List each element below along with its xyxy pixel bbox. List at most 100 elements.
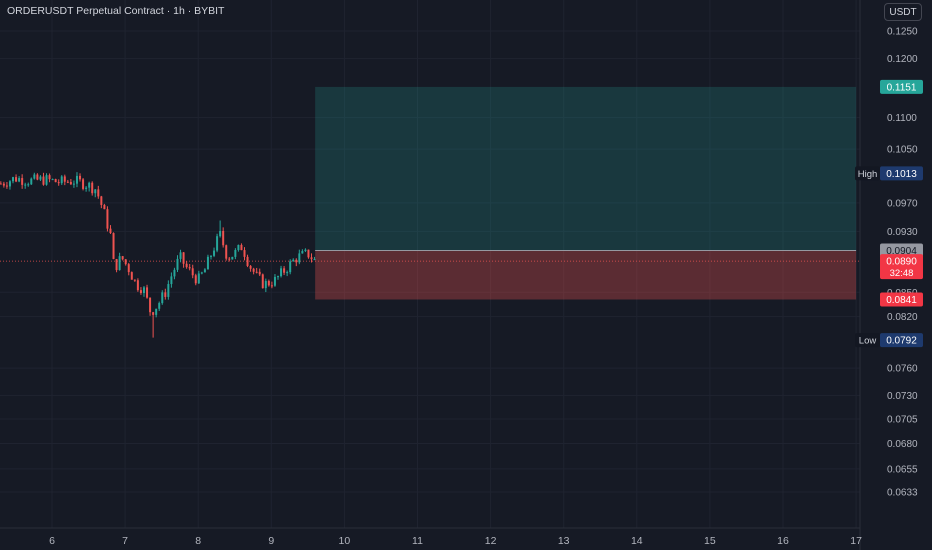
candle bbox=[173, 267, 176, 280]
y-tick-label: 0.0970 bbox=[887, 198, 918, 209]
candle-body bbox=[103, 204, 106, 210]
low-marker: Low 0.0792 bbox=[855, 333, 923, 348]
candle bbox=[12, 176, 15, 184]
candle bbox=[176, 255, 179, 273]
candle-body bbox=[219, 230, 222, 237]
candle bbox=[106, 206, 109, 232]
candle-body bbox=[133, 279, 136, 281]
loss-zone[interactable] bbox=[315, 250, 857, 300]
candle-body bbox=[100, 196, 103, 205]
high-marker-tag-bg bbox=[855, 166, 880, 181]
candle bbox=[179, 249, 182, 263]
candle-body bbox=[155, 308, 158, 315]
candle-body bbox=[88, 182, 91, 188]
candle-body bbox=[203, 269, 206, 273]
candle-body bbox=[24, 184, 27, 186]
candle-body bbox=[39, 176, 42, 180]
candle bbox=[292, 258, 295, 262]
candle bbox=[115, 258, 118, 273]
candle-body bbox=[127, 264, 130, 273]
candle-body bbox=[289, 261, 292, 273]
candle bbox=[225, 244, 228, 261]
candle bbox=[72, 180, 75, 188]
candle bbox=[240, 243, 243, 251]
candle bbox=[280, 265, 283, 278]
low-marker-value: 0.0792 bbox=[886, 336, 917, 347]
candle bbox=[30, 177, 33, 185]
candle bbox=[270, 281, 273, 289]
stop-price-label-text: 0.0841 bbox=[886, 295, 917, 306]
long-position-tool[interactable] bbox=[315, 86, 857, 300]
profit-zone[interactable] bbox=[315, 86, 857, 251]
y-tick-label: 0.0930 bbox=[887, 227, 918, 238]
candle bbox=[213, 247, 216, 258]
candle-body bbox=[8, 181, 11, 187]
candle bbox=[258, 268, 261, 277]
x-tick-label: 13 bbox=[558, 535, 570, 547]
candle bbox=[252, 267, 255, 275]
candle-body bbox=[82, 179, 85, 189]
candle bbox=[18, 176, 21, 183]
candle bbox=[57, 179, 60, 186]
currency-selector[interactable]: USDT bbox=[884, 3, 922, 21]
candle-body bbox=[267, 280, 270, 286]
candle-body bbox=[206, 256, 209, 270]
candle bbox=[15, 174, 18, 183]
y-tick-label: 0.0680 bbox=[887, 439, 918, 450]
candle-body bbox=[36, 174, 39, 180]
candle-body bbox=[301, 251, 304, 254]
candle-body bbox=[200, 272, 203, 274]
y-tick-label: 0.0760 bbox=[887, 364, 918, 375]
candle-body bbox=[15, 177, 18, 182]
candle-body bbox=[209, 255, 212, 257]
target-price-label-text: 0.1151 bbox=[887, 82, 917, 93]
candle bbox=[277, 275, 280, 280]
candle bbox=[197, 270, 200, 284]
candle-body bbox=[304, 249, 307, 252]
candle-body bbox=[142, 287, 145, 294]
candle bbox=[79, 173, 82, 182]
candle bbox=[39, 175, 42, 182]
candle bbox=[5, 181, 8, 189]
x-tick-label: 10 bbox=[339, 535, 351, 547]
candle bbox=[273, 274, 276, 287]
candle-body bbox=[66, 181, 69, 183]
candle-body bbox=[216, 236, 219, 251]
candle bbox=[234, 248, 237, 260]
candle bbox=[246, 254, 249, 268]
candle-body bbox=[176, 258, 179, 270]
x-tick-label: 6 bbox=[49, 535, 55, 547]
y-tick-label: 0.0655 bbox=[887, 464, 918, 475]
candle-body bbox=[197, 273, 200, 284]
candle-body bbox=[258, 271, 261, 275]
chart-grid bbox=[0, 0, 860, 528]
candle bbox=[142, 286, 145, 297]
candle-body bbox=[12, 177, 15, 182]
candle-body bbox=[45, 175, 48, 185]
candle bbox=[103, 203, 106, 210]
candle-body bbox=[307, 249, 310, 258]
candle-body bbox=[277, 276, 280, 278]
candle-body bbox=[225, 245, 228, 259]
candle bbox=[310, 253, 313, 263]
x-tick-label: 9 bbox=[268, 535, 274, 547]
candle bbox=[51, 178, 54, 181]
candle bbox=[63, 174, 66, 186]
candle bbox=[85, 186, 88, 192]
candle bbox=[54, 178, 57, 183]
candle-body bbox=[139, 290, 142, 294]
candle bbox=[188, 263, 191, 271]
candle bbox=[295, 258, 298, 267]
candle-body bbox=[167, 284, 170, 297]
low-marker-tag-bg bbox=[855, 333, 880, 348]
y-tick-label: 0.1050 bbox=[887, 145, 918, 156]
candle bbox=[94, 189, 97, 198]
candle-body bbox=[249, 265, 252, 269]
x-tick-label: 7 bbox=[122, 535, 128, 547]
candle-body bbox=[130, 272, 133, 280]
y-tick-label: 0.0633 bbox=[887, 488, 918, 499]
time-axis[interactable]: 6 7 8 9 10 11 12 13 14 15 16 17 bbox=[49, 535, 862, 547]
